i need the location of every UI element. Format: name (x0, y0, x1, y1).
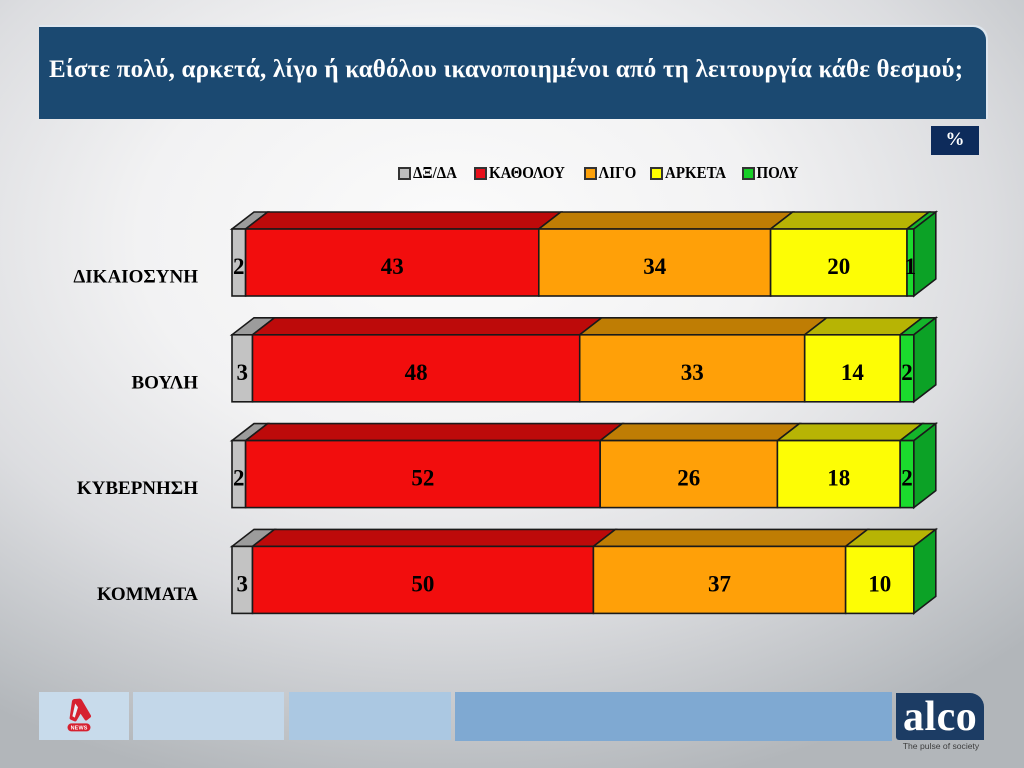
svg-text:33: 33 (681, 360, 704, 385)
svg-text:43: 43 (381, 254, 404, 279)
svg-text:14: 14 (841, 360, 865, 385)
svg-text:34: 34 (643, 254, 667, 279)
svg-text:2: 2 (901, 360, 913, 385)
svg-text:18: 18 (827, 466, 850, 491)
svg-text:52: 52 (411, 466, 434, 491)
svg-text:3: 3 (236, 360, 248, 385)
svg-text:1: 1 (905, 254, 917, 279)
svg-text:ΚΟΜΜΑΤΑ: ΚΟΜΜΑΤΑ (97, 584, 198, 605)
svg-text:2: 2 (233, 254, 245, 279)
svg-text:20: 20 (827, 254, 850, 279)
svg-text:NEWS: NEWS (71, 725, 88, 731)
svg-text:3: 3 (236, 571, 248, 596)
svg-text:48: 48 (405, 360, 428, 385)
svg-text:ΔΙΚΑΙΟΣΥΝΗ: ΔΙΚΑΙΟΣΥΝΗ (73, 267, 198, 288)
svg-text:2: 2 (901, 466, 913, 491)
svg-text:2: 2 (233, 466, 245, 491)
svg-text:37: 37 (708, 571, 731, 596)
svg-text:10: 10 (868, 571, 891, 596)
svg-text:ΚΥΒΕΡΝΗΣΗ: ΚΥΒΕΡΝΗΣΗ (77, 478, 198, 499)
svg-text:50: 50 (411, 571, 434, 596)
svg-text:26: 26 (677, 466, 700, 491)
svg-text:ΒΟΥΛΗ: ΒΟΥΛΗ (131, 372, 198, 393)
